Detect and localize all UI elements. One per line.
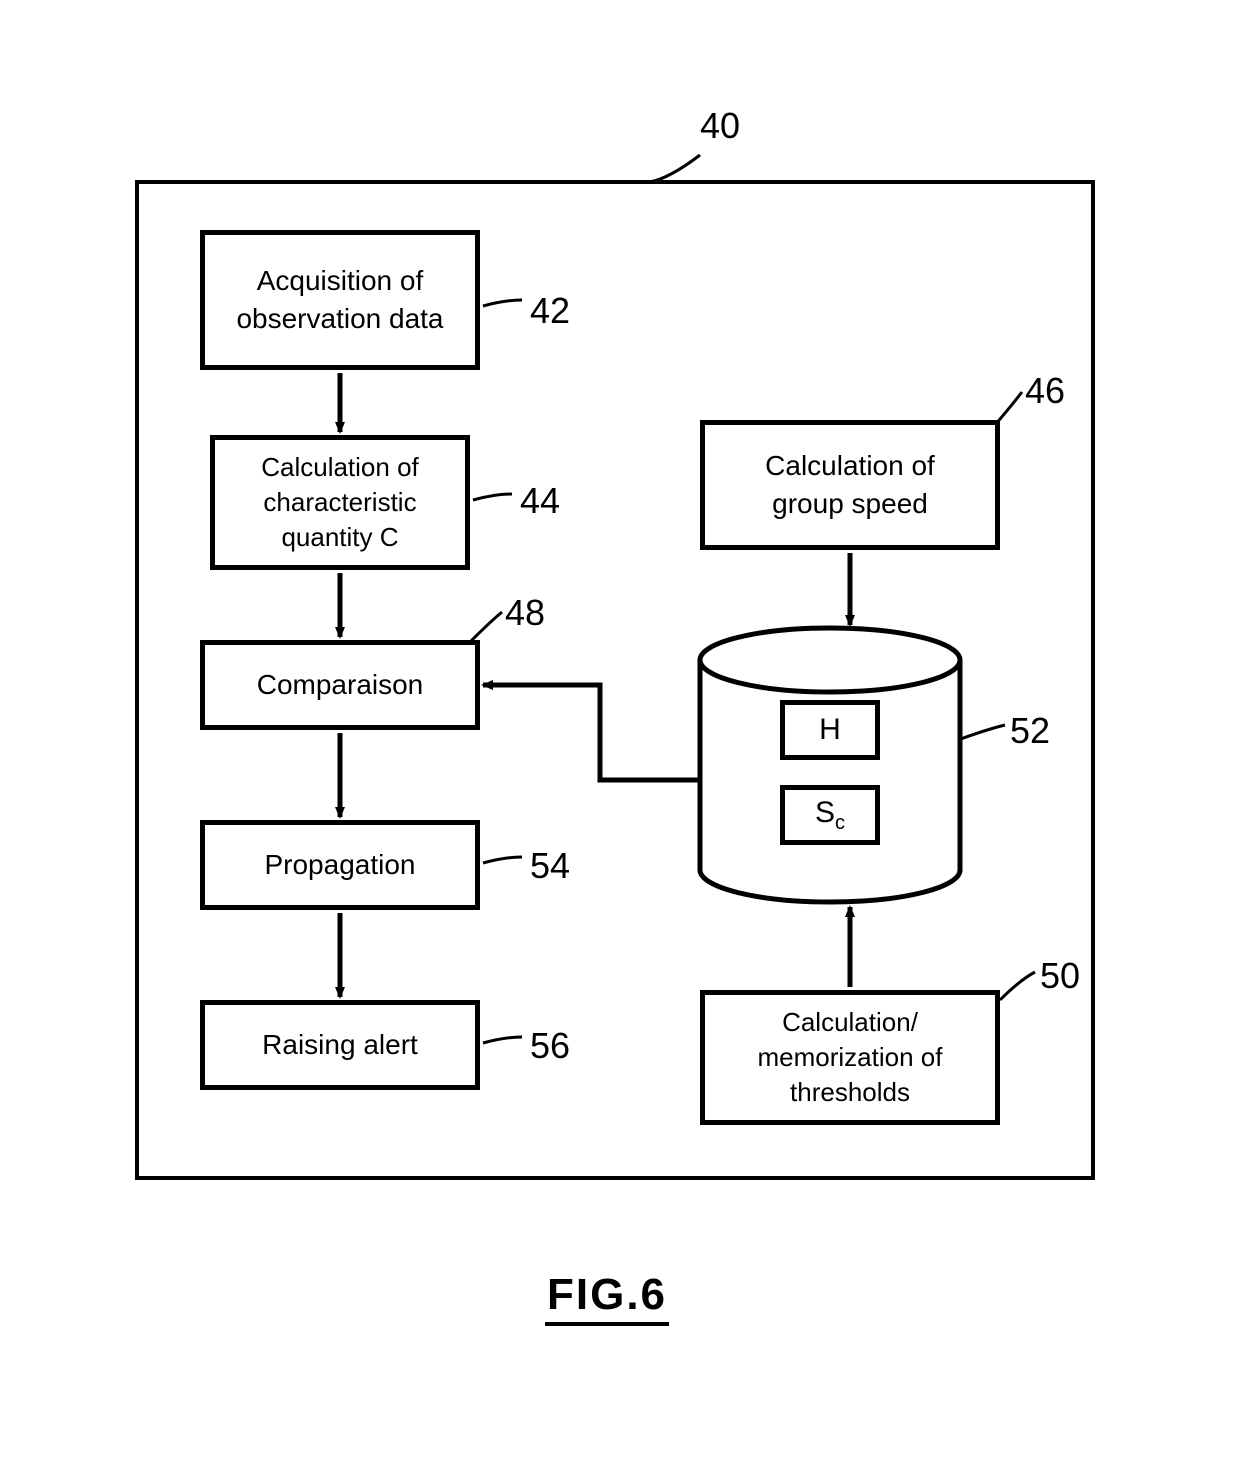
box-acquisition: Acquisition ofobservation data [200, 230, 480, 370]
ref-46: 46 [1025, 370, 1065, 412]
box-calc-c-text: Calculation ofcharacteristicquantity C [261, 450, 419, 555]
box-comparison: Comparaison [200, 640, 480, 730]
ref-48: 48 [505, 592, 545, 634]
db-inner-H-text: H [819, 713, 841, 747]
box-group-speed-text: Calculation ofgroup speed [765, 447, 935, 523]
ref-56: 56 [530, 1025, 570, 1067]
box-comparison-text: Comparaison [257, 666, 424, 704]
ref-54: 54 [530, 845, 570, 887]
ref-40: 40 [700, 105, 740, 147]
db-inner-H: H [780, 700, 880, 760]
db-inner-Sc: Sc [780, 785, 880, 845]
box-raising-alert-text: Raising alert [262, 1026, 418, 1064]
box-calc-c: Calculation ofcharacteristicquantity C [210, 435, 470, 570]
box-thresholds-text: Calculation/memorization ofthresholds [758, 1005, 943, 1110]
ref-42: 42 [530, 290, 570, 332]
ref-44: 44 [520, 480, 560, 522]
ref-50: 50 [1040, 955, 1080, 997]
box-group-speed: Calculation ofgroup speed [700, 420, 1000, 550]
box-propagation: Propagation [200, 820, 480, 910]
box-thresholds: Calculation/memorization ofthresholds [700, 990, 1000, 1125]
figure-canvas: 40 Acquisition ofobservation data 42 Cal… [0, 0, 1240, 1471]
db-inner-Sc-text: Sc [815, 796, 845, 835]
box-raising-alert: Raising alert [200, 1000, 480, 1090]
box-propagation-text: Propagation [264, 846, 415, 884]
ref-52: 52 [1010, 710, 1050, 752]
box-acquisition-text: Acquisition ofobservation data [236, 262, 443, 338]
figure-title: FIG.6 [545, 1270, 669, 1326]
